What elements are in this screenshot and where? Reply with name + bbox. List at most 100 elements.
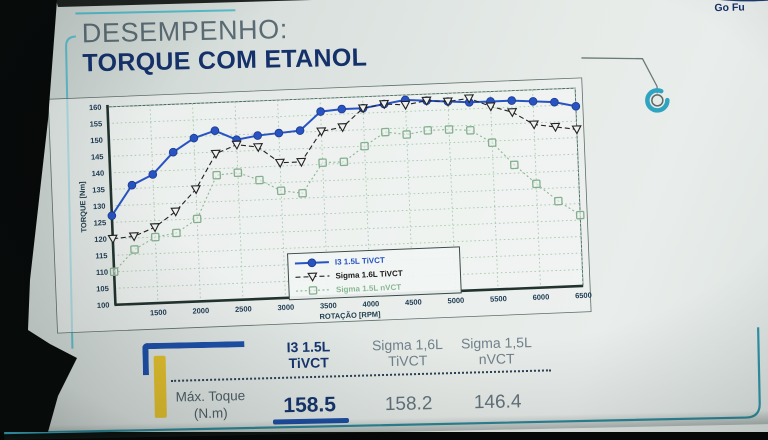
chart-tick-labels: 100 105 110 115 120 125 130 135 140 145 150 155 160 1… [89,103,592,318]
data-point [378,99,390,110]
data-point [107,211,117,221]
data-point [192,214,202,224]
data-point [509,160,519,170]
torque-chart: 100 105 110 115 120 125 130 135 140 145 150 155 160 1… [44,54,596,342]
data-point [485,102,496,112]
data-point [298,188,307,198]
svg-text:135: 135 [92,185,105,194]
data-point [571,125,582,135]
data-point [233,168,243,178]
data-point [357,104,368,114]
svg-text:6000: 6000 [532,292,549,302]
data-point [189,133,199,143]
svg-text:130: 130 [93,202,106,211]
data-point [400,100,411,111]
legend-label: I3 1.5L TiVCT [335,256,385,267]
data-point [339,157,349,167]
data-point [444,125,454,134]
svg-text:2500: 2500 [235,304,252,314]
svg-text:145: 145 [91,152,104,161]
chart-legend: I3 1.5L TiVCT Sigma 1.6L TiVCT Sigma 1.5L … [287,246,462,301]
data-point [463,94,475,104]
svg-text:100: 100 [97,301,110,310]
svg-text:140: 140 [91,169,104,178]
data-point [318,158,327,168]
data-point [252,142,264,153]
data-point [109,267,119,277]
data-point [172,228,181,238]
column-header-i3: I3 1.5L TiVCT [252,338,365,373]
data-point [506,107,518,118]
data-point [307,258,317,268]
y-axis-label: TORQUE [Nm] [77,181,88,233]
data-point [308,286,318,295]
data-point [507,96,517,105]
data-point [466,125,475,135]
data-point [150,232,160,242]
legend-label: Sigma 1.5L nVCT [336,283,402,295]
data-point [571,101,581,111]
chart-series-sigma-1-6l-tivct [107,94,582,245]
data-point [550,97,559,107]
data-point [550,122,561,133]
svg-text:4500: 4500 [405,297,422,307]
svg-text:5000: 5000 [447,296,464,306]
legend-label: Sigma 1.6L TiVCT [335,269,403,281]
data-point [442,97,453,107]
data-point [532,179,541,189]
data-point [528,120,539,130]
data-point [210,149,221,160]
data-point [170,207,181,217]
data-point [487,138,497,148]
svg-text:105: 105 [96,284,109,293]
column-header-sigma15: Sigma 1,5L nVCT [440,334,553,369]
data-point [575,210,585,220]
svg-text:125: 125 [93,218,106,227]
column-header-line: nVCT [478,350,515,368]
data-point [128,232,139,242]
svg-text:4000: 4000 [362,299,379,309]
data-point [231,140,242,150]
svg-text:5500: 5500 [490,294,507,304]
svg-text:120: 120 [94,235,107,244]
data-point [255,175,264,185]
svg-text:160: 160 [89,103,102,112]
svg-text:150: 150 [90,136,103,145]
x-axis-label: ROTAÇÃO [RPM] [319,310,381,321]
svg-text:1500: 1500 [150,308,167,318]
data-point [423,126,433,135]
data-point [107,234,118,245]
data-point [210,126,220,135]
svg-text:2000: 2000 [192,306,209,316]
svg-text:3000: 3000 [277,303,294,313]
data-point [337,104,347,114]
chart-series-sigma-1-5l-nvct [109,125,585,277]
svg-text:3500: 3500 [320,301,337,311]
svg-text:6500: 6500 [575,291,592,301]
value-i3-torque: 158.5 [283,393,337,418]
data-point [528,97,538,106]
data-point [274,158,286,169]
data-point [421,96,432,107]
data-point [307,272,318,282]
row-label-max-torque: Máx. Toque (N.m) [156,388,265,424]
data-point [274,128,284,138]
data-point [149,223,160,233]
data-point [295,126,305,135]
data-point [130,245,139,254]
data-point [337,123,348,133]
svg-text:110: 110 [96,268,108,277]
data-point [402,130,412,139]
column-header-line: TiVCT [288,354,330,372]
value-sigma15-torque: 146.4 [473,391,522,414]
data-point [168,147,178,157]
svg-text:155: 155 [89,119,102,128]
data-point [554,196,563,206]
data-point [360,141,369,151]
data-point [276,186,286,196]
data-point [253,131,262,140]
data-point [148,170,158,179]
